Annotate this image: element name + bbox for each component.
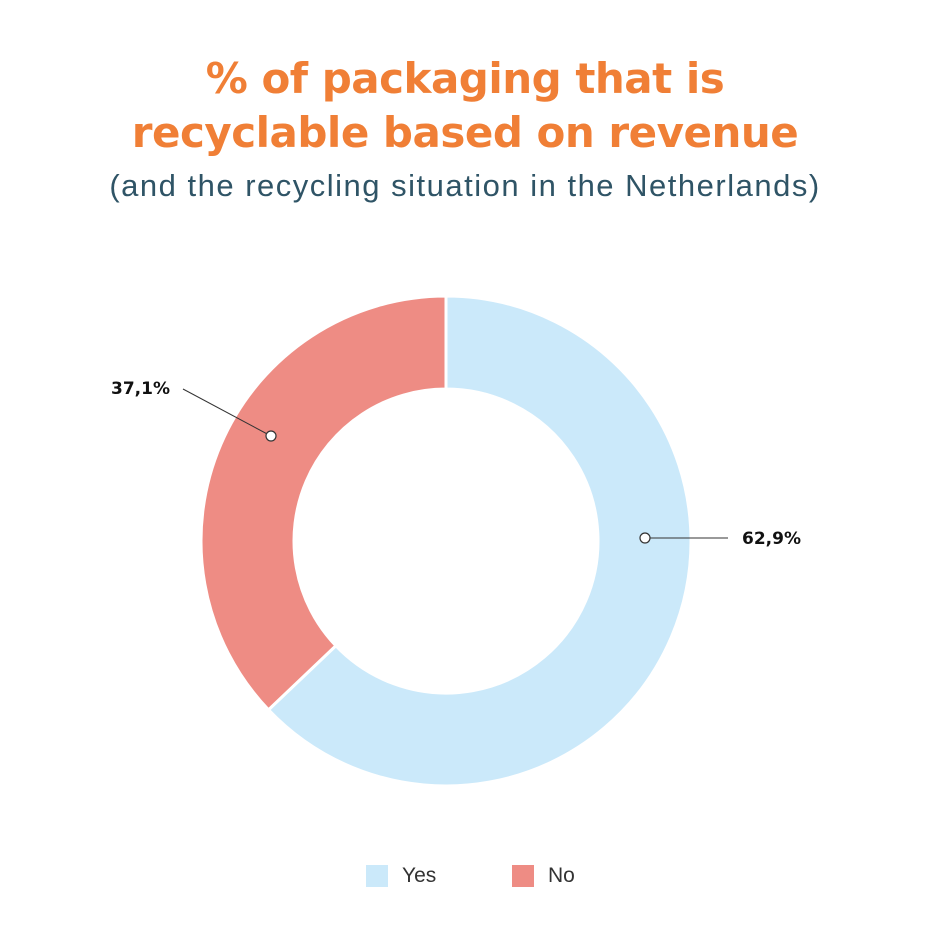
callout-dot-yes — [639, 532, 651, 544]
legend-label-yes: Yes — [402, 864, 437, 887]
donut-slice-no[interactable] — [199, 294, 448, 712]
donut-slice-yes[interactable] — [266, 294, 693, 788]
legend-swatch-yes — [366, 865, 388, 887]
chart-title: % of packaging that is recyclable based … — [0, 52, 930, 160]
chart-title-line-1: % of packaging that is — [205, 54, 725, 103]
legend-swatch-no — [512, 865, 534, 887]
legend: Yes No — [0, 864, 930, 888]
data-label-yes: 62,9% — [742, 529, 801, 549]
chart-title-line-2: recyclable based on revenue — [131, 108, 799, 157]
callout-line-no — [182, 388, 272, 437]
callout-dot-no — [265, 430, 277, 442]
legend-label-no: No — [548, 864, 575, 887]
chart-subtitle: (and the recycling situation in the Neth… — [109, 168, 821, 203]
data-label-no: 37,1% — [111, 379, 170, 399]
